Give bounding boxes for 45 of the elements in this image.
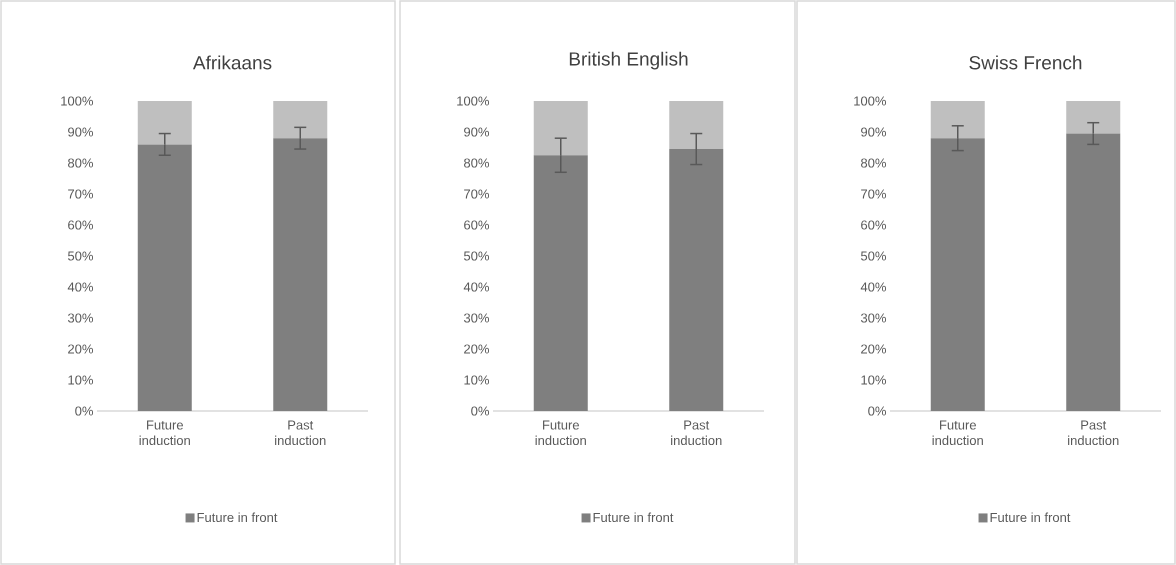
chart-title: British English xyxy=(569,51,688,70)
x-tick-label: Future induction xyxy=(932,420,983,446)
y-tick-label: 90% xyxy=(861,127,887,137)
y-tick-label: 0% xyxy=(868,406,887,416)
y-tick-label: 30% xyxy=(67,313,94,323)
x-tick-label: Future induction xyxy=(535,420,586,446)
y-tick-label: 20% xyxy=(68,344,94,354)
y-tick-label: 30% xyxy=(860,313,887,323)
chart-title: Afrikaans xyxy=(192,55,272,70)
y-tick-label: 60% xyxy=(464,220,490,230)
y-tick-label: 70% xyxy=(861,189,887,199)
legend-label: Future in front xyxy=(990,512,1071,523)
y-tick-label: 10% xyxy=(464,375,490,385)
y-tick-label: 90% xyxy=(464,127,490,137)
x-tick-label: Past induction xyxy=(275,420,326,446)
y-tick-label: 10% xyxy=(68,375,94,385)
chart-title: Swiss French xyxy=(969,55,1082,70)
y-tick-label: 20% xyxy=(464,344,490,354)
x-tick-label: Past induction xyxy=(671,420,722,446)
y-tick-label: 90% xyxy=(68,127,94,137)
y-tick-label: 40% xyxy=(860,282,887,292)
y-tick-label: 0% xyxy=(471,406,490,416)
y-tick-label: 70% xyxy=(68,189,94,199)
legend-label: Future in front xyxy=(593,512,674,523)
y-tick-label: 50% xyxy=(67,251,94,261)
y-tick-label: 100% xyxy=(61,96,94,106)
y-tick-label: 20% xyxy=(861,344,887,354)
y-tick-label: 80% xyxy=(861,158,887,168)
y-tick-label: 70% xyxy=(464,189,490,199)
y-tick-label: 100% xyxy=(854,96,887,106)
y-tick-label: 10% xyxy=(861,375,887,385)
y-tick-label: 80% xyxy=(464,158,490,168)
y-tick-label: 100% xyxy=(457,96,490,106)
y-tick-label: 50% xyxy=(463,251,490,261)
y-tick-label: 30% xyxy=(463,313,490,323)
x-tick-label: Past induction xyxy=(1068,420,1119,446)
y-tick-label: 60% xyxy=(861,220,887,230)
y-tick-label: 60% xyxy=(68,220,94,230)
y-tick-label: 40% xyxy=(463,282,490,292)
legend-label: Future in front xyxy=(197,512,278,523)
y-tick-label: 0% xyxy=(75,406,94,416)
x-tick-label: Future induction xyxy=(139,420,190,446)
y-tick-label: 80% xyxy=(68,158,94,168)
y-tick-label: 50% xyxy=(860,251,887,261)
y-tick-label: 40% xyxy=(67,282,94,292)
